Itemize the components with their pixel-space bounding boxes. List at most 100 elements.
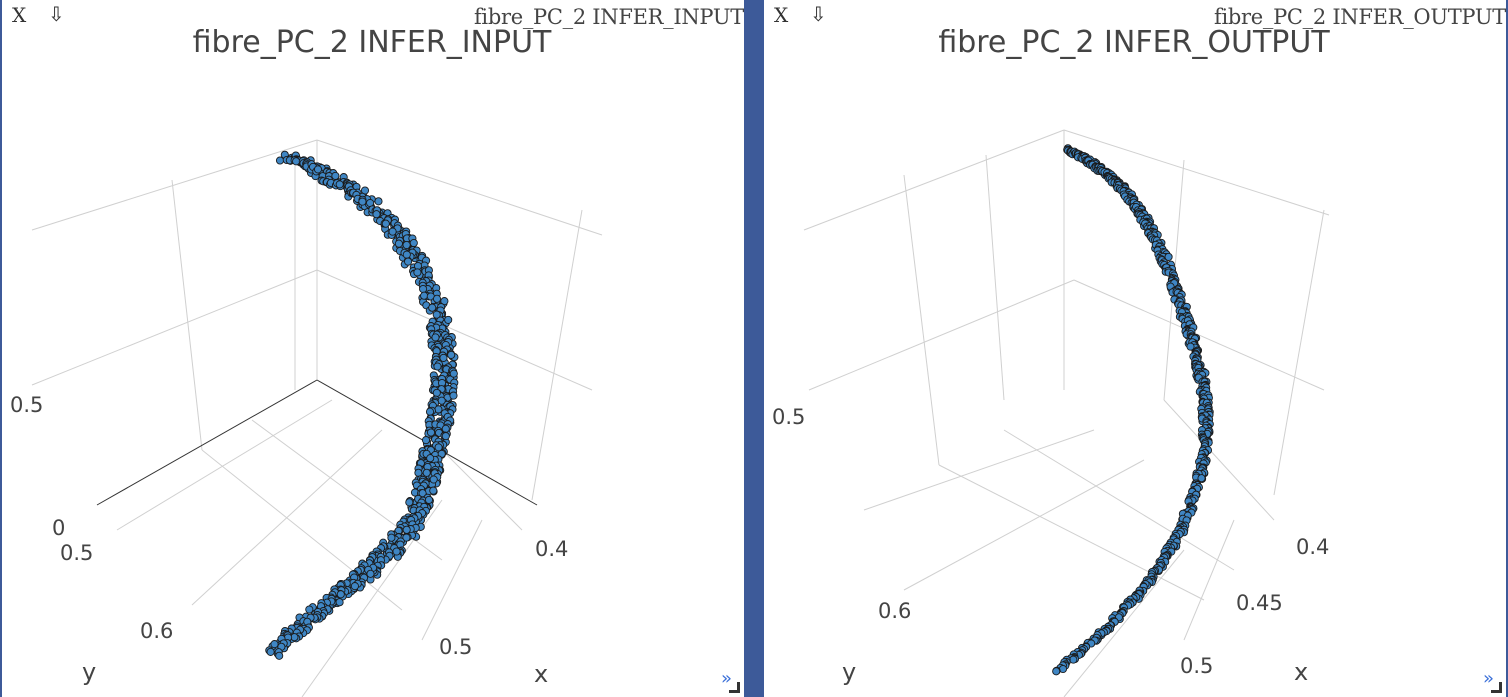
data-point bbox=[447, 350, 456, 359]
grid-line bbox=[116, 399, 333, 531]
data-point bbox=[402, 240, 411, 250]
data-point bbox=[432, 294, 442, 303]
data-point bbox=[387, 533, 396, 542]
window-edge bbox=[1506, 0, 1508, 697]
data-point bbox=[388, 227, 397, 236]
data-point bbox=[441, 432, 450, 441]
close-icon[interactable]: X bbox=[12, 3, 27, 27]
data-point bbox=[374, 197, 383, 206]
x-axis-title: x bbox=[534, 660, 548, 688]
data-point bbox=[1052, 667, 1061, 676]
panel-caption: fibre_PC_2 INFER_INPUT bbox=[473, 5, 744, 29]
scatter3d-plot[interactable]: fibre_PC_2 INFER_INPUT bbox=[2, 0, 744, 697]
x-tick-label: 0.4 bbox=[1296, 535, 1329, 559]
data-point bbox=[431, 333, 440, 342]
grid-line bbox=[1183, 519, 1235, 641]
data-point bbox=[402, 250, 411, 259]
grid-line bbox=[171, 179, 203, 451]
data-point bbox=[335, 180, 344, 189]
grid-line bbox=[316, 269, 593, 391]
data-point bbox=[381, 219, 390, 228]
x-axis-title: x bbox=[1294, 658, 1308, 686]
grid-line bbox=[1163, 399, 1275, 521]
y-tick-label: 0.6 bbox=[878, 599, 911, 623]
data-point bbox=[434, 443, 443, 452]
expand-icon[interactable]: » bbox=[720, 668, 732, 689]
data-point bbox=[336, 590, 345, 599]
grid-line bbox=[863, 429, 1095, 511]
grid-line bbox=[301, 499, 443, 697]
grid-line bbox=[421, 519, 483, 641]
y-tick-label: 0.6 bbox=[140, 619, 173, 643]
grid-line bbox=[31, 269, 318, 386]
grid-line bbox=[903, 459, 1145, 591]
data-point bbox=[413, 268, 422, 277]
data-point bbox=[432, 388, 441, 397]
data-point bbox=[426, 428, 436, 437]
grid-line bbox=[531, 209, 583, 501]
data-point bbox=[335, 598, 344, 607]
x-tick-label: 0.45 bbox=[1236, 591, 1283, 615]
data-point bbox=[1069, 655, 1078, 664]
download-icon[interactable]: ⇩ bbox=[48, 2, 65, 26]
grid-line bbox=[1063, 129, 1330, 216]
data-point bbox=[426, 454, 435, 463]
data-point bbox=[402, 525, 411, 534]
data-point bbox=[434, 405, 443, 414]
data-point bbox=[432, 310, 441, 319]
data-point bbox=[449, 369, 458, 378]
grid-line bbox=[1003, 429, 1235, 571]
data-point bbox=[425, 407, 435, 416]
expand-icon[interactable]: » bbox=[1482, 668, 1494, 689]
grid-line bbox=[938, 464, 1205, 601]
grid-line bbox=[441, 449, 523, 531]
z-tick-label: 0.5 bbox=[772, 405, 805, 429]
grid-line bbox=[191, 429, 383, 606]
data-point bbox=[275, 651, 284, 660]
y-axis-title: y bbox=[82, 658, 96, 686]
grid-line bbox=[1063, 549, 1185, 697]
data-point bbox=[429, 475, 438, 484]
data-point bbox=[1164, 252, 1173, 261]
axis-lines bbox=[96, 379, 538, 506]
grid-lines bbox=[803, 129, 1330, 697]
data-point bbox=[292, 157, 301, 166]
data-point bbox=[1197, 474, 1206, 483]
data-point bbox=[419, 284, 428, 294]
tick-labels: 0.5 0.6 0.4 0.45 0.5 y x bbox=[772, 405, 1329, 686]
plot-title: fibre_PC_2 INFER_OUTPUT bbox=[938, 25, 1330, 60]
grid-line bbox=[31, 139, 318, 231]
data-point bbox=[439, 353, 448, 362]
x-tick-label: 0.5 bbox=[1180, 654, 1213, 678]
scatter3d-plot[interactable]: fibre_PC_2 INFER_OUTPUT 0.5 0.6 0.4 0.45 bbox=[764, 0, 1506, 697]
data-point bbox=[366, 569, 375, 578]
panel-toolbar: X ⇩ fibre_PC_2 INFER_OUTPUT bbox=[764, 0, 1506, 34]
x-tick-label: 0.5 bbox=[439, 635, 472, 659]
z-tick-label: 0.5 bbox=[10, 393, 43, 417]
data-point bbox=[350, 582, 359, 591]
y-axis-title: y bbox=[842, 658, 856, 686]
grid-line bbox=[808, 279, 1075, 391]
data-point bbox=[409, 238, 418, 248]
grid-line bbox=[903, 174, 940, 466]
panel-caption: fibre_PC_2 INFER_OUTPUT bbox=[1213, 5, 1506, 29]
data-point bbox=[405, 498, 414, 507]
resize-handle[interactable] bbox=[1491, 682, 1502, 693]
data-point bbox=[422, 468, 431, 477]
data-point bbox=[437, 396, 446, 405]
grid-line bbox=[201, 449, 403, 611]
resize-handle[interactable] bbox=[729, 682, 740, 693]
plot-panel-output: X ⇩ fibre_PC_2 INFER_OUTPUT fibre_PC_2 I… bbox=[764, 0, 1506, 697]
panel-toolbar: X ⇩ fibre_PC_2 INFER_INPUT bbox=[2, 0, 744, 34]
data-point bbox=[392, 547, 401, 556]
z-tick-label: 0 bbox=[52, 516, 65, 540]
y-axis-line bbox=[96, 379, 318, 506]
grid-line bbox=[803, 129, 1065, 231]
y-tick-label: 0.5 bbox=[60, 541, 93, 565]
data-point bbox=[305, 605, 314, 614]
data-point bbox=[449, 391, 458, 400]
grid-lines bbox=[31, 139, 603, 697]
close-icon[interactable]: X bbox=[774, 3, 789, 27]
data-point bbox=[358, 197, 367, 206]
download-icon[interactable]: ⇩ bbox=[810, 2, 827, 26]
